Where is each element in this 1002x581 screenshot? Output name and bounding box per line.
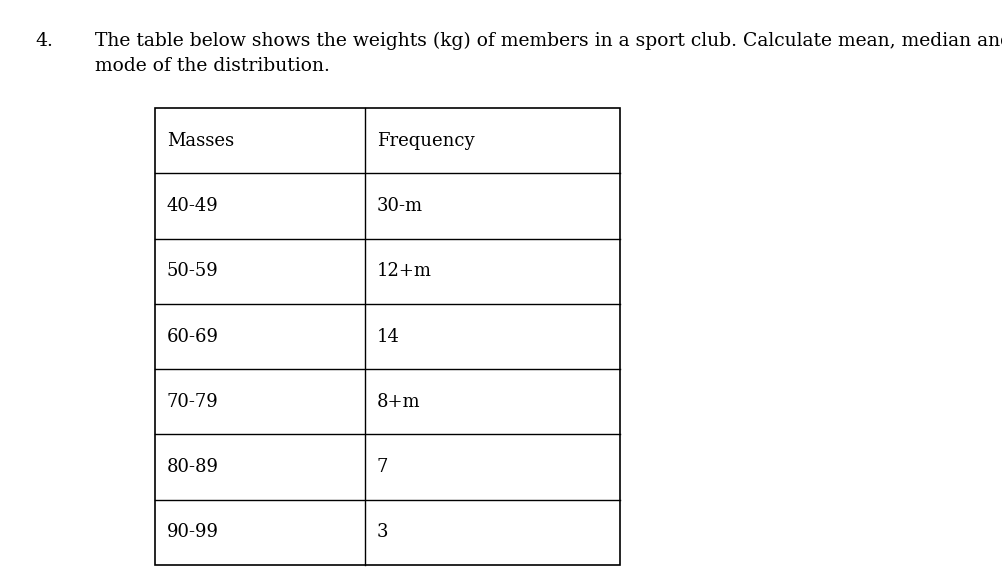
Text: 60-69: 60-69 <box>167 328 218 346</box>
Text: 40-49: 40-49 <box>167 197 218 215</box>
Text: 30-m: 30-m <box>377 197 423 215</box>
Text: 8+m: 8+m <box>377 393 420 411</box>
Text: 14: 14 <box>377 328 400 346</box>
Text: mode of the distribution.: mode of the distribution. <box>95 57 330 75</box>
Text: 80-89: 80-89 <box>167 458 218 476</box>
Text: 90-99: 90-99 <box>167 523 218 541</box>
Bar <box>155 108 619 565</box>
Text: 50-59: 50-59 <box>167 262 218 280</box>
Text: 70-79: 70-79 <box>167 393 218 411</box>
Text: 3: 3 <box>377 523 388 541</box>
Text: 7: 7 <box>377 458 388 476</box>
Text: 4.: 4. <box>35 32 53 50</box>
Text: Masses: Masses <box>167 132 233 150</box>
Text: The table below shows the weights (kg) of members in a sport club. Calculate mea: The table below shows the weights (kg) o… <box>95 32 1002 50</box>
Text: Frequency: Frequency <box>377 132 474 150</box>
Text: 12+m: 12+m <box>377 262 432 280</box>
